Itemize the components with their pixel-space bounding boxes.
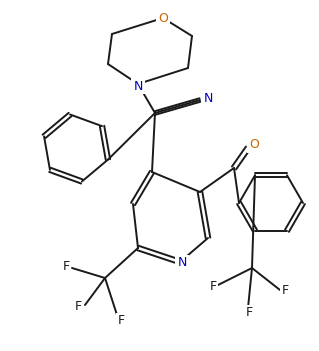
Text: O: O (249, 139, 259, 152)
Text: N: N (177, 257, 187, 270)
Text: O: O (158, 12, 168, 25)
Text: N: N (133, 79, 143, 93)
Text: F: F (210, 279, 217, 292)
Text: F: F (63, 260, 70, 273)
Text: F: F (117, 314, 124, 327)
Text: F: F (74, 300, 82, 313)
Text: N: N (203, 92, 213, 105)
Text: F: F (245, 306, 253, 319)
Text: F: F (281, 285, 289, 298)
